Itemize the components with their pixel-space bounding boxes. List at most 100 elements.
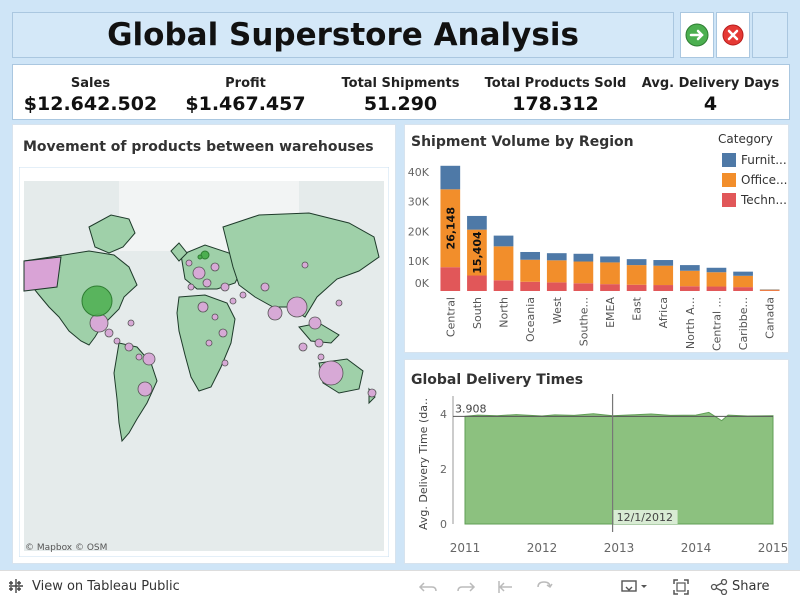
map-attribution: © Mapbox © OSM bbox=[25, 543, 107, 553]
bar-segment[interactable] bbox=[733, 276, 753, 287]
map-panel: Movement of products between warehouses bbox=[12, 124, 396, 564]
x-tick-label: 2013 bbox=[604, 541, 635, 555]
bar-segment[interactable] bbox=[653, 285, 673, 291]
x-tick-label: East bbox=[631, 296, 644, 320]
kpi-label: Avg. Delivery Days bbox=[633, 76, 788, 91]
tableau-logo-icon bbox=[8, 578, 24, 594]
bar-segment[interactable] bbox=[520, 282, 540, 291]
x-tick-label: South bbox=[471, 297, 484, 329]
bar-segment[interactable] bbox=[494, 236, 514, 247]
undo-icon[interactable] bbox=[418, 579, 438, 595]
delivery-area-chart[interactable]: Global Delivery Times Avg. Delivery Time… bbox=[405, 360, 788, 563]
bar-segment[interactable] bbox=[760, 290, 780, 291]
highlighted-warehouse[interactable] bbox=[198, 255, 202, 259]
x-tick-label: 2014 bbox=[681, 541, 712, 555]
area-chart-title: Global Delivery Times bbox=[411, 372, 583, 388]
kpi-label: Profit bbox=[168, 76, 323, 91]
world-map[interactable]: © Mapbox © OSM bbox=[19, 167, 389, 557]
redo-icon[interactable] bbox=[456, 579, 476, 595]
bar-segment[interactable] bbox=[520, 260, 540, 282]
kpi-sales: Sales $12.642.502 bbox=[13, 65, 168, 119]
x-tick-label: Central bbox=[444, 297, 457, 337]
bar-segment[interactable] bbox=[600, 256, 620, 262]
bar-segment[interactable] bbox=[440, 267, 460, 291]
view-on-tableau-link[interactable]: View on Tableau Public bbox=[32, 579, 180, 594]
go-button[interactable] bbox=[680, 12, 714, 58]
legend-item-label[interactable]: Office... bbox=[741, 173, 787, 187]
y-axis: 024 bbox=[440, 396, 453, 531]
close-icon bbox=[721, 23, 745, 47]
bar-segment[interactable] bbox=[467, 216, 487, 230]
bar-segment[interactable] bbox=[653, 266, 673, 285]
y-tick-label: 2 bbox=[440, 463, 447, 476]
bar-segment[interactable] bbox=[520, 252, 540, 260]
x-tick-label: Southe... bbox=[577, 297, 590, 346]
bar-segment[interactable] bbox=[627, 285, 647, 291]
bar-segment[interactable] bbox=[494, 280, 514, 291]
fullscreen-icon[interactable] bbox=[672, 578, 690, 596]
bar-data-label: 26,148 bbox=[444, 207, 457, 249]
bar-segment[interactable] bbox=[467, 276, 487, 291]
x-tick-label: 2012 bbox=[527, 541, 558, 555]
shipment-bar-chart[interactable]: Shipment Volume by Region Category Furni… bbox=[405, 125, 788, 352]
bar-chart-panel: Shipment Volume by Region Category Furni… bbox=[404, 124, 789, 353]
x-tick-label: Oceania bbox=[524, 297, 537, 342]
legend-item-label[interactable]: Techn... bbox=[740, 193, 787, 207]
bar-segment[interactable] bbox=[574, 283, 594, 291]
bar-segment[interactable] bbox=[600, 284, 620, 291]
revert-icon[interactable] bbox=[496, 579, 516, 595]
bar-segment[interactable] bbox=[707, 287, 727, 291]
x-tick-label: North bbox=[498, 297, 511, 328]
kpi-label: Total Products Sold bbox=[478, 76, 633, 91]
y-tick-label: 40K bbox=[408, 166, 430, 179]
refresh-icon[interactable] bbox=[534, 579, 554, 595]
kpi-label: Total Shipments bbox=[323, 76, 478, 91]
title-banner: Global Superstore Analysis bbox=[12, 12, 674, 58]
bar-segment[interactable] bbox=[680, 265, 700, 271]
bar-segment[interactable] bbox=[733, 287, 753, 291]
y-tick-label: 30K bbox=[408, 196, 430, 209]
legend-swatch bbox=[722, 173, 736, 187]
bar-segment[interactable] bbox=[627, 259, 647, 265]
bar-segment[interactable] bbox=[600, 262, 620, 284]
bar-segment[interactable] bbox=[574, 254, 594, 262]
spacer-box bbox=[752, 12, 788, 58]
bar-segment[interactable] bbox=[574, 262, 594, 284]
y-tick-label: 20K bbox=[408, 225, 430, 238]
share-icon[interactable] bbox=[710, 579, 728, 595]
x-tick-label: Canada bbox=[764, 297, 777, 339]
bar-segment[interactable] bbox=[707, 268, 727, 272]
legend-swatch bbox=[722, 153, 736, 167]
bar-segment[interactable] bbox=[733, 272, 753, 276]
kpi-value: 178.312 bbox=[478, 93, 633, 115]
kpi-label: Sales bbox=[13, 76, 168, 91]
close-button[interactable] bbox=[716, 12, 750, 58]
bar-segment[interactable] bbox=[494, 246, 514, 280]
kpi-avg-delivery-days: Avg. Delivery Days 4 bbox=[633, 65, 788, 119]
x-tick-label: 2015 bbox=[758, 541, 788, 555]
legend-item-label[interactable]: Furnit... bbox=[741, 153, 787, 167]
bar-segment[interactable] bbox=[707, 272, 727, 286]
bar-segment[interactable] bbox=[547, 253, 567, 260]
highlighted-warehouse[interactable] bbox=[82, 286, 112, 316]
kpi-strip: Sales $12.642.502 Profit $1.467.457 Tota… bbox=[12, 64, 790, 120]
bar-segment[interactable] bbox=[547, 260, 567, 282]
bar-segment[interactable] bbox=[627, 265, 647, 285]
bar-segment[interactable] bbox=[653, 260, 673, 266]
download-icon[interactable] bbox=[620, 579, 650, 595]
legend-title: Category bbox=[718, 132, 773, 146]
bar-segment[interactable] bbox=[680, 271, 700, 286]
bar-segment[interactable] bbox=[547, 282, 567, 291]
kpi-value: $12.642.502 bbox=[13, 93, 168, 115]
x-tick-label: EMEA bbox=[604, 297, 617, 328]
legend[interactable]: Furnit... Office... Techn... bbox=[722, 153, 787, 207]
bar-segment[interactable] bbox=[440, 166, 460, 190]
share-button[interactable]: Share bbox=[732, 579, 770, 594]
delivery-area[interactable] bbox=[465, 412, 773, 524]
legend-swatch bbox=[722, 193, 736, 207]
bar-segment[interactable] bbox=[680, 286, 700, 291]
